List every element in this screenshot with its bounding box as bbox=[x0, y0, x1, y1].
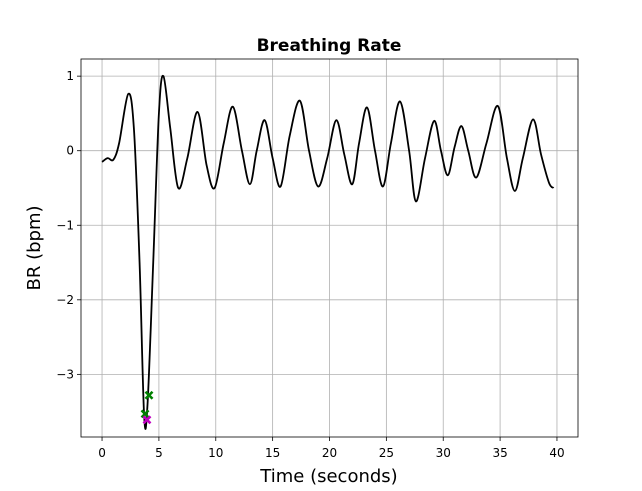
x-tick-label: 25 bbox=[379, 446, 394, 460]
x-tick-label: 5 bbox=[155, 446, 163, 460]
x-tick-label: 30 bbox=[436, 446, 451, 460]
x-tick-label: 15 bbox=[265, 446, 280, 460]
x-tick-label: 10 bbox=[208, 446, 223, 460]
x-axis-label: Time (seconds) bbox=[259, 466, 397, 487]
line bbox=[101, 74, 555, 430]
y-tick-label: −2 bbox=[56, 293, 74, 307]
marker bbox=[140, 409, 150, 419]
marker bbox=[142, 415, 152, 425]
y-tick-label: −1 bbox=[56, 218, 74, 232]
marker bbox=[144, 390, 154, 400]
x-tick-label: 0 bbox=[98, 446, 106, 460]
y-tick-label: −3 bbox=[56, 367, 74, 381]
y-tick-label: 0 bbox=[66, 144, 74, 158]
plot-frame bbox=[80, 58, 579, 438]
chart-title: Breathing Rate bbox=[257, 36, 402, 56]
x-tick-label: 40 bbox=[549, 446, 564, 460]
y-axis-label: BR (bpm) bbox=[24, 205, 45, 290]
y-tick-label: 1 bbox=[66, 69, 74, 83]
x-tick-label: 35 bbox=[492, 446, 507, 460]
x-tick-label: 20 bbox=[322, 446, 337, 460]
